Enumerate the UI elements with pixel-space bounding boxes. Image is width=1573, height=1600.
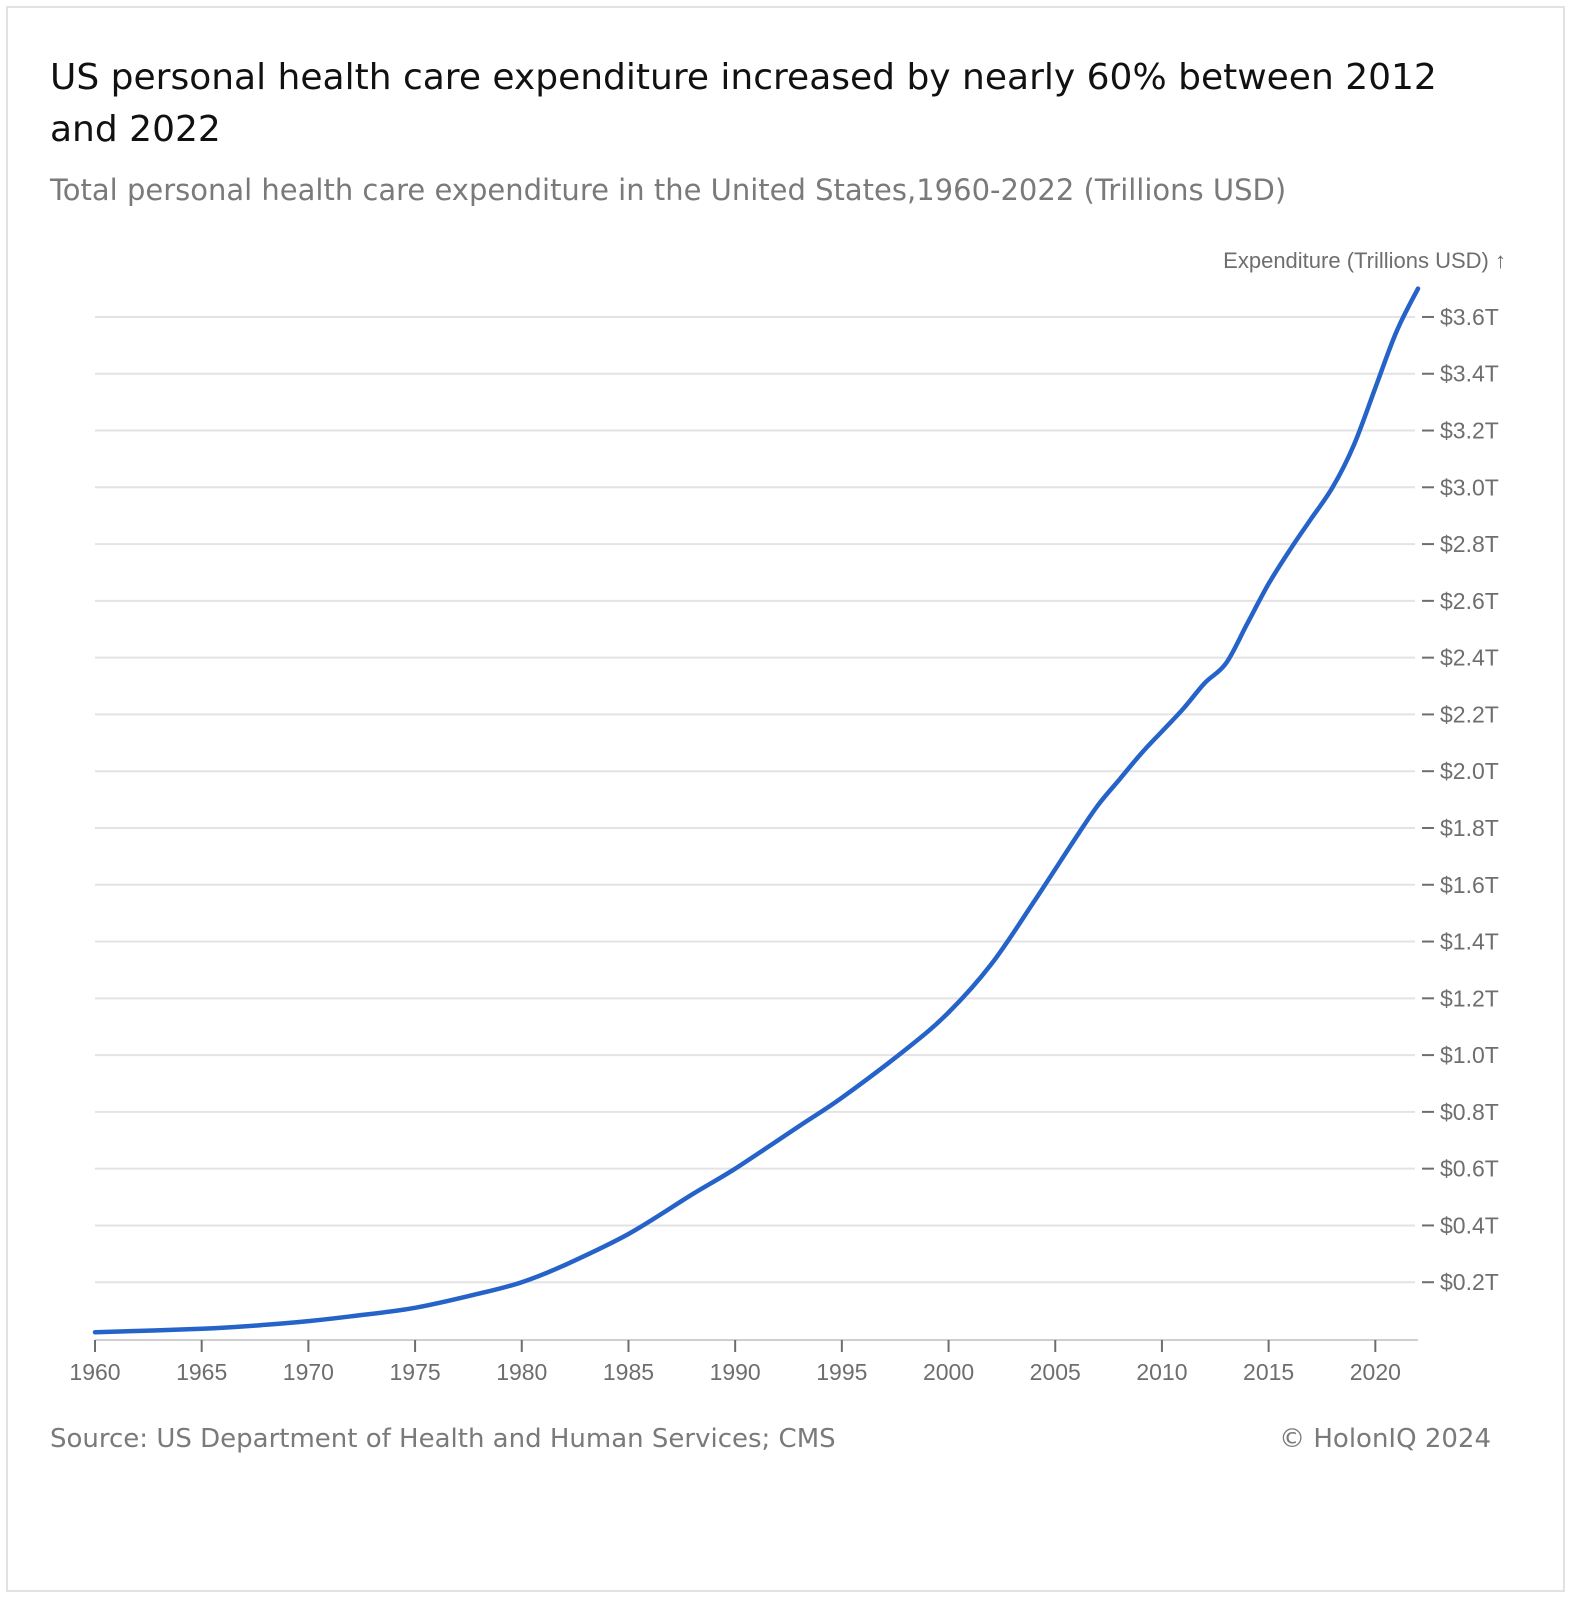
gridlines bbox=[95, 315, 1415, 1284]
y-tick-label: $2.4T bbox=[1440, 645, 1499, 671]
y-tick-label: $2.2T bbox=[1440, 701, 1499, 727]
y-tick-label: $2.0T bbox=[1440, 758, 1499, 784]
x-tick-label: 1990 bbox=[710, 1359, 761, 1385]
chart-card bbox=[6, 6, 1565, 1592]
y-tick-label: $1.6T bbox=[1440, 872, 1499, 898]
x-tick-label: 1970 bbox=[283, 1359, 334, 1385]
y-tick-label: $1.2T bbox=[1440, 985, 1499, 1011]
chart-title: US personal health care expenditure incr… bbox=[50, 57, 1437, 150]
y-tick-label: $3.4T bbox=[1440, 361, 1499, 387]
y-axis-label: Expenditure (Trillions USD) ↑ bbox=[1223, 248, 1506, 273]
y-tick-label: $0.6T bbox=[1440, 1156, 1499, 1182]
y-tick-label: $2.8T bbox=[1440, 531, 1499, 557]
x-tick-label: 1985 bbox=[603, 1359, 654, 1385]
x-tick-label: 2005 bbox=[1030, 1359, 1081, 1385]
x-tick-label: 1965 bbox=[176, 1359, 227, 1385]
y-tick-label: $0.8T bbox=[1440, 1099, 1499, 1125]
x-tick-label: 2015 bbox=[1243, 1359, 1294, 1385]
y-axis: $0.2T $0.4T $0.6T $0.8T $1.0T $1.2T $1.4T $1.6T… bbox=[1422, 304, 1499, 1295]
y-tick-label: $0.4T bbox=[1440, 1212, 1499, 1238]
x-tick-label: 2020 bbox=[1350, 1359, 1401, 1385]
y-tick-label: $2.6T bbox=[1440, 588, 1499, 614]
x-tick-label: 1995 bbox=[816, 1359, 867, 1385]
x-tick-label: 1980 bbox=[496, 1359, 547, 1385]
y-tick-label: $3.2T bbox=[1440, 418, 1499, 444]
y-tick-label: $1.4T bbox=[1440, 929, 1499, 955]
x-tick-label: 1960 bbox=[69, 1359, 120, 1385]
source-note: Source: US Department of Health and Huma… bbox=[50, 1424, 836, 1454]
series-layer bbox=[92, 286, 1421, 1335]
y-tick-label: $3.6T bbox=[1440, 304, 1499, 330]
x-axis: 1960 1965 1970 1975 1980 1985 1990 1995 2000 2005… bbox=[69, 1339, 1418, 1385]
x-tick-label: 2010 bbox=[1136, 1359, 1187, 1385]
y-tick-label: $1.0T bbox=[1440, 1042, 1499, 1068]
y-tick-label: $1.8T bbox=[1440, 815, 1499, 841]
copyright-note: © HolonIQ 2024 bbox=[1279, 1424, 1491, 1454]
y-tick-label: $3.0T bbox=[1440, 474, 1499, 500]
x-tick-label: 1975 bbox=[389, 1359, 440, 1385]
y-tick-label: $0.2T bbox=[1440, 1269, 1499, 1295]
expenditure-line bbox=[92, 286, 1421, 1335]
chart-subtitle: Total personal health care expenditure i… bbox=[50, 173, 1287, 207]
x-tick-label: 2000 bbox=[923, 1359, 974, 1385]
